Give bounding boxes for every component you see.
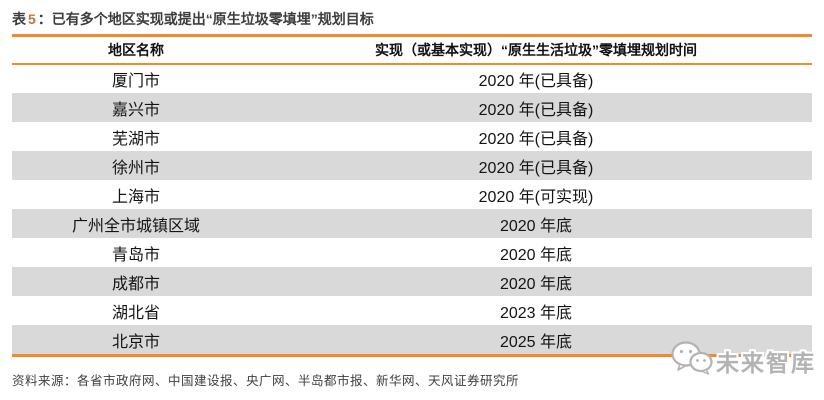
caption-number: 5 <box>28 11 36 27</box>
column-header-time: 实现（或基本实现）“原生生活垃圾”零填埋规划时间 <box>260 37 812 65</box>
region-cell: 成都市 <box>111 275 160 293</box>
region-cell: 上海市 <box>111 188 160 206</box>
region-cell: 青岛市 <box>111 246 160 264</box>
region-cell: 徐州市 <box>111 159 160 177</box>
future-thinktank-watermark: 未来智库 <box>671 341 816 380</box>
table-header: 地区名称 实现（或基本实现）“原生生活垃圾”零填埋规划时间 <box>12 37 812 65</box>
table-row: 嘉兴市 2020 年(已具备) <box>12 93 812 122</box>
table-body: 厦门市 2020 年(已具备) 嘉兴市 2020 年(已具备) 芜湖市 2020… <box>12 64 812 354</box>
table-row: 徐州市 2020 年(已具备) <box>12 151 812 180</box>
table-block: 表 5 ：已有多个地区实现或提出“原生垃圾零填埋”规划目标 地区名称 实现（或基本实… <box>12 0 812 388</box>
table-row: 芜湖市 2020 年(已具备) <box>12 122 812 151</box>
region-cell: 北京市 <box>111 333 160 351</box>
region-cell: 广州全市城镇区域 <box>71 217 200 235</box>
table-row: 厦门市 2020 年(已具备) <box>12 64 812 93</box>
time-cell: 2020 年底 <box>499 275 573 293</box>
region-cell: 厦门市 <box>111 73 160 90</box>
time-cell: 2023 年底 <box>499 304 573 322</box>
caption-colon: ： <box>37 11 52 27</box>
time-cell: 2020 年(已具备) <box>478 130 594 148</box>
table-row: 湖北省 2023 年底 <box>12 296 812 325</box>
time-cell: 2025 年底 <box>499 333 573 351</box>
time-cell: 2020 年底 <box>499 217 573 235</box>
table-row: 青岛市 2020 年底 <box>12 238 812 267</box>
time-cell: 2020 年(已具备) <box>478 101 594 119</box>
watermark-label: 未来智库 <box>716 349 816 376</box>
table-row: 上海市 2020 年(可实现) <box>12 180 812 209</box>
table-caption: 表 5 ：已有多个地区实现或提出“原生垃圾零填埋”规划目标 <box>12 0 812 29</box>
region-cell: 湖北省 <box>111 304 160 322</box>
time-cell: 2020 年(已具备) <box>478 159 594 177</box>
table-top-rule <box>12 34 812 37</box>
wechat-chat-bubbles-icon <box>671 341 713 380</box>
table-row: 广州全市城镇区域 2020 年底 <box>12 209 812 238</box>
caption-text: 已有多个地区实现或提出“原生垃圾零填埋”规划目标 <box>51 11 374 27</box>
table-bottom-rule <box>12 354 812 357</box>
table-row: 成都市 2020 年底 <box>12 267 812 296</box>
time-cell: 2020 年(已具备) <box>478 73 594 90</box>
header-row: 地区名称 实现（或基本实现）“原生生活垃圾”零填埋规划时间 <box>12 37 812 65</box>
source-note: 资料来源：各省市政府网、中国建设报、央广网、半岛都市报、新华网、天风证券研究所 <box>12 374 520 388</box>
time-cell: 2020 年(可实现) <box>478 188 594 206</box>
region-cell: 芜湖市 <box>111 130 160 148</box>
caption-prefix: 表 <box>12 11 26 27</box>
column-header-region: 地区名称 <box>12 37 260 65</box>
regions-zero-landfill-table: 地区名称 实现（或基本实现）“原生生活垃圾”零填埋规划时间 厦门市 2020 年… <box>12 37 812 354</box>
region-cell: 嘉兴市 <box>111 101 160 119</box>
time-cell: 2020 年底 <box>499 246 573 264</box>
